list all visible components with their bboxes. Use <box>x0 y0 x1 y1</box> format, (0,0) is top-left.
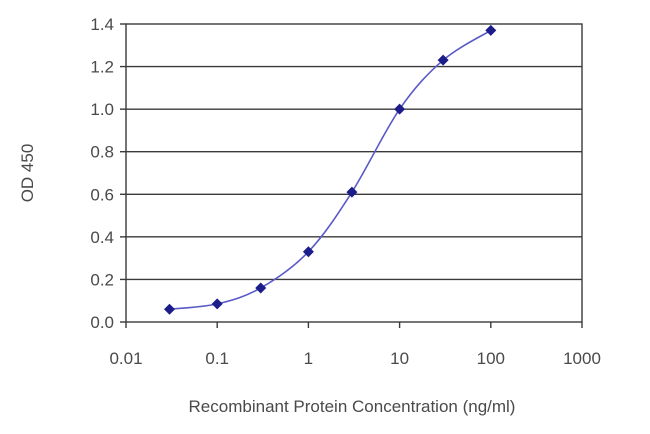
x-tick-label: 1000 <box>563 349 601 368</box>
x-tick-labels: 0.01 0.1 1 10 100 1000 <box>109 349 600 368</box>
axis-ticks <box>120 23 583 328</box>
y-tick-label: 1.2 <box>90 58 114 77</box>
y-tick-label: 0.2 <box>90 270 114 289</box>
data-point-diamond <box>485 24 497 36</box>
plot-area-frame <box>125 23 583 323</box>
data-point-diamond <box>394 103 406 115</box>
data-point-diamond <box>302 246 314 258</box>
fit-curve-line <box>169 29 492 311</box>
y-tick-label: 0.0 <box>90 313 114 332</box>
data-point-diamond <box>346 186 358 198</box>
x-tick-label: 0.1 <box>205 349 229 368</box>
y-tick-label: 0.4 <box>90 228 114 247</box>
y-tick-label: 1.4 <box>90 15 114 34</box>
y-tick-label: 0.8 <box>90 143 114 162</box>
x-tick-label: 100 <box>477 349 505 368</box>
data-point-diamond <box>164 303 176 315</box>
data-point-diamond <box>255 282 267 294</box>
y-tick-labels: 0.0 0.2 0.4 0.6 0.8 1.0 1.2 1.4 <box>90 15 114 332</box>
data-point-diamond <box>211 298 223 310</box>
x-axis-title: Recombinant Protein Concentration (ng/ml… <box>189 397 516 416</box>
horizontal-gridlines <box>126 65 582 281</box>
data-points <box>164 24 497 315</box>
y-tick-label: 1.0 <box>90 100 114 119</box>
data-point-diamond <box>437 54 449 66</box>
x-tick-label: 0.01 <box>109 349 142 368</box>
y-axis-title: OD 450 <box>18 144 37 203</box>
x-tick-label: 10 <box>390 349 409 368</box>
y-tick-label: 0.6 <box>90 185 114 204</box>
x-tick-label: 1 <box>304 349 313 368</box>
